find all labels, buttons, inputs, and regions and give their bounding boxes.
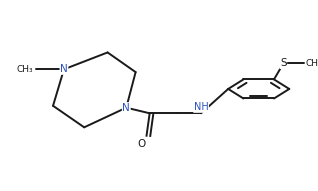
- Text: O: O: [138, 139, 146, 150]
- Text: CH₃: CH₃: [305, 59, 318, 68]
- Text: CH₃: CH₃: [16, 65, 33, 74]
- Text: N: N: [60, 64, 68, 74]
- Text: S: S: [280, 58, 287, 69]
- Text: NH: NH: [194, 102, 208, 112]
- Text: N: N: [122, 103, 130, 113]
